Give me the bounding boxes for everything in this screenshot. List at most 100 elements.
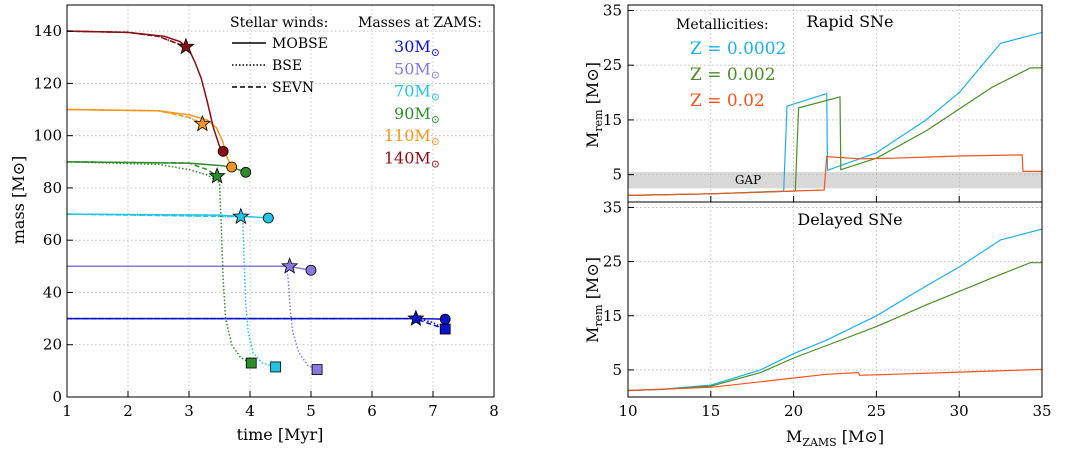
- remnant-series-0-line: [628, 228, 1042, 392]
- delayed-xlabel: MZAMS [M⊙]: [786, 427, 884, 449]
- ytick-label: 5: [612, 166, 622, 184]
- mass-70-star-marker: [232, 207, 250, 225]
- left-ytick-label: 120: [33, 74, 62, 92]
- remnant-series-1-line: [628, 262, 1042, 392]
- mass-legend-50: 50M⊙: [394, 59, 440, 81]
- mass-legend-110: 110M⊙: [384, 126, 440, 148]
- ytick-label: 35: [603, 198, 622, 216]
- metallicity-legend-0: Z = 0.0002: [690, 39, 786, 59]
- left-ytick-label: 140: [33, 22, 62, 40]
- mass-legend-sun: ⊙: [431, 68, 440, 81]
- mass-70-remnant-square: [270, 361, 282, 373]
- mass-legend-90: 90M⊙: [394, 104, 440, 126]
- mass-140-bse-line: [67, 30, 187, 48]
- delayed-grid: [628, 202, 1042, 397]
- ytick-label: 15: [603, 111, 622, 129]
- metallicities-legend-title: Metallicities:: [676, 17, 769, 33]
- mass-30-remnant-square: [439, 323, 451, 335]
- xtick-label: 15: [701, 402, 720, 420]
- masses-legend: Masses at ZAMS: 30M⊙50M⊙70M⊙90M⊙110M⊙140…: [358, 15, 482, 171]
- ytick-label: 35: [603, 1, 622, 19]
- mass-50-star-marker: [280, 257, 299, 274]
- mass-90-mobse-line: [67, 161, 246, 174]
- mass-legend-value: 30: [394, 37, 414, 56]
- mass-legend-value: 140: [384, 149, 415, 168]
- left-series: [67, 30, 446, 371]
- mass-30-bse-line: [67, 317, 446, 330]
- mass-legend-30: 30M⊙: [394, 37, 440, 59]
- winds-legend-sevn-label: SEVN: [272, 80, 314, 96]
- rapid-grid: [628, 5, 1042, 202]
- mass-70-bse-line: [67, 213, 276, 368]
- xtick-label: 30: [950, 402, 969, 420]
- xtick-label: 25: [867, 402, 886, 420]
- mass-90-circle-marker: [240, 166, 252, 178]
- delayed-ylabel-unit: [M: [583, 277, 602, 305]
- mass-140-sevn-line: [67, 30, 187, 48]
- metallicity-legend-1: Z = 0.002: [690, 65, 776, 85]
- delayed-xlabel-unit: [M: [837, 427, 865, 446]
- xtick-label: 35: [1032, 402, 1051, 420]
- gap-label: GAP: [735, 173, 761, 187]
- rapid-ylabel: Mrem [M⊙]: [583, 62, 605, 148]
- mass-90-sevn-line: [67, 161, 218, 177]
- mass-legend-value: 110: [384, 126, 415, 145]
- left-grid: [67, 5, 494, 397]
- mass-legend-sun: ⊙: [431, 91, 440, 104]
- remnant-series-2-line: [628, 368, 1042, 392]
- mass-30-star-marker: [407, 309, 425, 327]
- ytick-label: 15: [603, 307, 622, 325]
- delayed-xlabel-sub: ZAMS: [802, 436, 836, 449]
- delayed-ylabel-sub: rem: [592, 304, 605, 327]
- mass-legend-unit: M: [414, 37, 430, 56]
- mass-110-mobse-line: [67, 108, 233, 168]
- rapid-ylabel-unit: [M: [583, 82, 602, 110]
- mass-legend-sun: ⊙: [431, 113, 440, 126]
- left-xlabel: time [Myr]: [237, 425, 324, 444]
- mass-legend-unit: M: [414, 82, 430, 101]
- metallicity-legend-2: Z = 0.02: [690, 91, 765, 111]
- left-ylabel: mass [M⊙]: [9, 156, 28, 245]
- left-xtick-label: 6: [367, 402, 377, 420]
- winds-legend-mobse-label: MOBSE: [272, 36, 328, 52]
- delayed-panel: 10 15 20 25 30 35 5 15 25 35 Delayed SNe Mrem [M⊙…: [583, 198, 1052, 449]
- xtick-label: 20: [784, 402, 803, 420]
- left-ytick-label: 80: [43, 179, 62, 197]
- rapid-panel: GAP 5 15 25 35 Rapid SNe Metallicities: Z =…: [583, 1, 1043, 203]
- delayed-xlabel-sun: ⊙: [864, 427, 877, 446]
- mass-110-bse-line: [67, 108, 203, 125]
- mass-legend-sun: ⊙: [431, 158, 440, 171]
- left-ytick-label: 100: [33, 127, 62, 145]
- left-xtick-label: 2: [123, 402, 133, 420]
- rapid-series: [628, 31, 1042, 196]
- left-frame: [66, 4, 495, 398]
- left-xtick-label: 4: [245, 402, 255, 420]
- mass-legend-unit: M: [414, 104, 430, 123]
- ytick-label: 5: [612, 361, 622, 379]
- masses-legend-title: Masses at ZAMS:: [358, 15, 482, 31]
- winds-legend: Stellar winds: MOBSE BSE SEVN: [230, 15, 328, 96]
- delayed-ylabel-close: ]: [583, 257, 602, 263]
- gap-band: [628, 171, 1042, 189]
- ytick-label: 25: [603, 253, 622, 271]
- mass-30-circle-marker: [439, 313, 451, 325]
- left-ytick-label: 20: [43, 336, 62, 354]
- winds-legend-bse-label: BSE: [272, 58, 302, 74]
- mass-110-star-marker: [193, 114, 212, 132]
- delayed-frame: [627, 201, 1043, 398]
- rapid-ylabel-sun: ⊙: [583, 68, 602, 81]
- left-ytick-label: 0: [52, 388, 62, 406]
- rapid-title: Rapid SNe: [806, 12, 893, 31]
- mass-30-mobse-line: [67, 317, 446, 320]
- winds-legend-title: Stellar winds:: [230, 15, 328, 31]
- mass-140-star-marker: [177, 37, 195, 55]
- left-xtick-label: 7: [428, 402, 438, 420]
- delayed-xlabel-close: ]: [878, 427, 884, 446]
- delayed-series: [628, 228, 1042, 392]
- delayed-ylabel: Mrem [M⊙]: [583, 257, 605, 343]
- mass-110-circle-marker: [226, 161, 238, 173]
- rapid-ylabel-sub: rem: [592, 109, 605, 132]
- left-xtick-label: 1: [62, 402, 72, 420]
